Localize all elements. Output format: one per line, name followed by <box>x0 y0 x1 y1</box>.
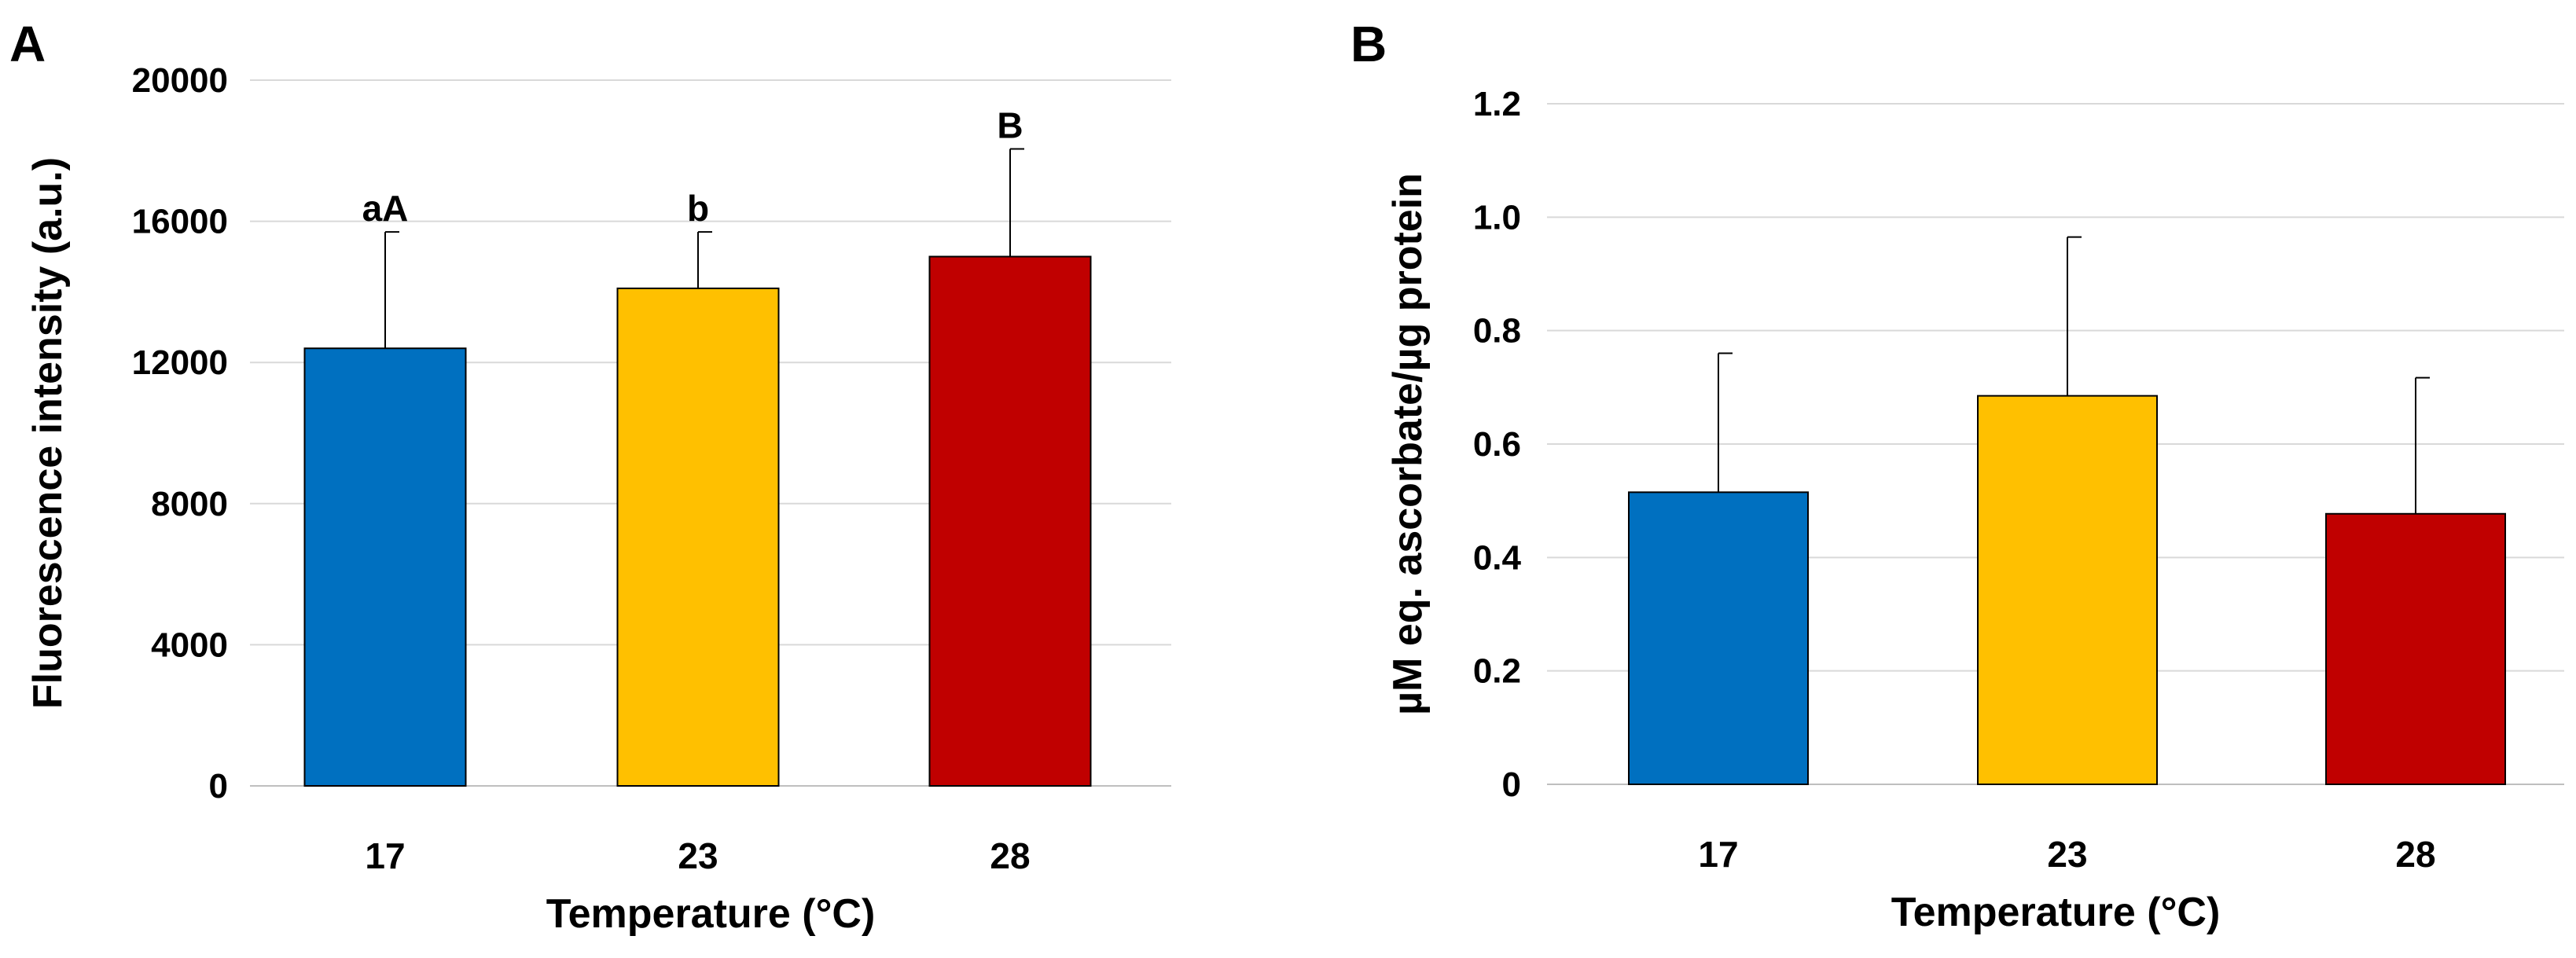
x-tick-label: 17 <box>1698 834 1738 875</box>
y-tick-label: 20000 <box>132 61 228 100</box>
panel-letter: A <box>9 16 46 72</box>
panel-b: B 0 0.2 0.4 0.6 0.8 1.0 1.2 17 23 28 Temperature (°… <box>1350 16 2564 935</box>
y-axis-title: Fluorescence intensity (a.u.) <box>25 157 71 709</box>
y-tick-label: 8000 <box>151 485 228 523</box>
significance-label: aA <box>362 188 409 229</box>
bar-23 <box>1977 395 2158 785</box>
panel-a: A 0 4000 8000 12000 16000 20000 aA 17 b 23 B 28 Tempe… <box>9 16 1171 937</box>
y-tick-label: 0.8 <box>1473 312 1521 351</box>
y-tick-label: 1.2 <box>1473 85 1521 123</box>
y-tick-label: 0 <box>209 767 228 806</box>
bar-28 <box>928 255 1092 787</box>
x-tick-label: 23 <box>2047 834 2087 875</box>
y-tick-label: 0.2 <box>1473 652 1521 691</box>
y-axis-title: µM eq. ascorbate/µg protein <box>1385 173 1431 715</box>
significance-label: B <box>997 105 1023 146</box>
bar-17 <box>1628 491 1809 785</box>
x-axis-title: Temperature (°C) <box>1891 890 2221 935</box>
y-tick-label: 4000 <box>151 626 228 664</box>
x-tick-label: 23 <box>678 835 718 876</box>
x-tick-label: 17 <box>365 835 405 876</box>
bar-23 <box>616 287 780 787</box>
x-tick-label: 28 <box>2395 834 2435 875</box>
y-tick-label: 12000 <box>132 343 228 382</box>
bar-17 <box>303 347 467 787</box>
significance-label: b <box>687 188 709 229</box>
bar-28 <box>2325 512 2506 785</box>
y-tick-label: 0 <box>1502 765 1521 804</box>
y-tick-label: 1.0 <box>1473 198 1521 237</box>
x-axis-title: Temperature (°C) <box>546 891 876 937</box>
panel-letter: B <box>1350 16 1387 72</box>
y-tick-label: 16000 <box>132 203 228 241</box>
x-tick-label: 28 <box>990 835 1030 876</box>
y-tick-label: 0.6 <box>1473 425 1521 464</box>
y-tick-label: 0.4 <box>1473 538 1522 577</box>
